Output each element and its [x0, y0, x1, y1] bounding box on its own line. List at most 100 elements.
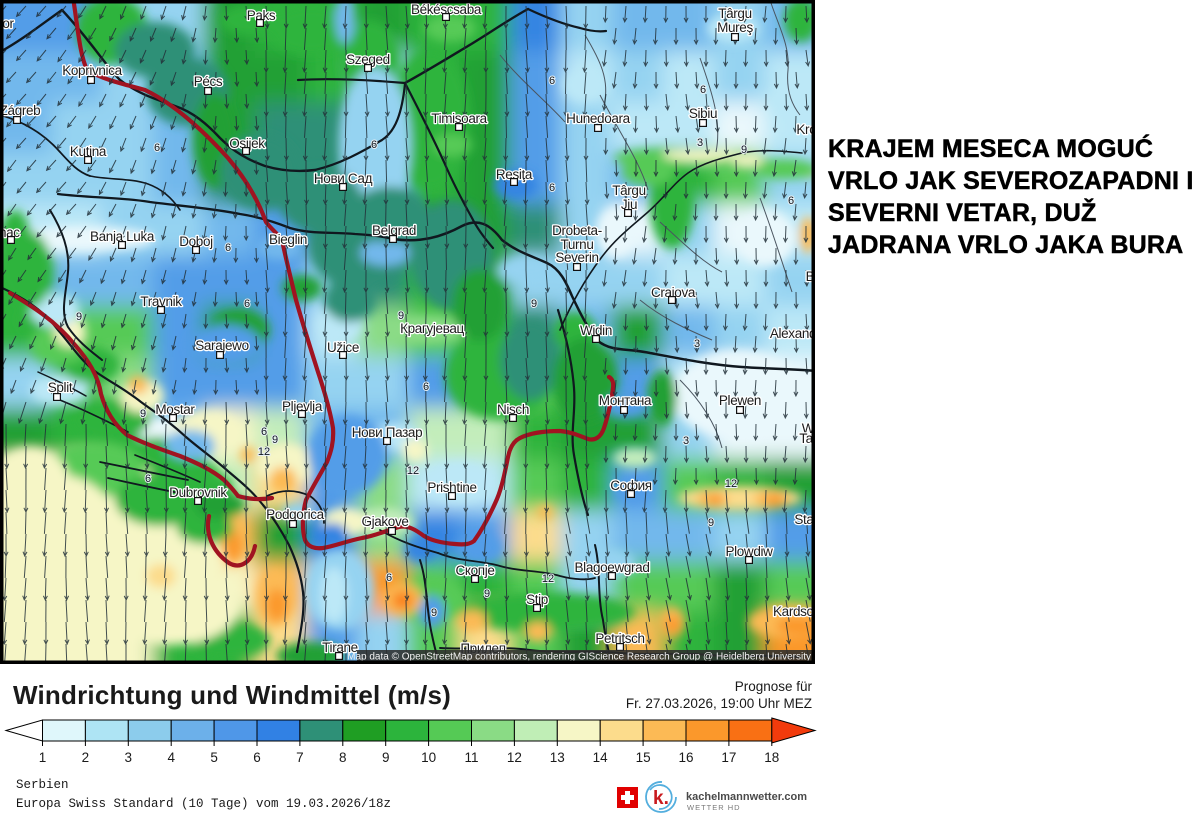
svg-text:9: 9: [531, 298, 537, 310]
svg-text:B: B: [806, 269, 815, 284]
svg-text:Nisch: Nisch: [497, 402, 529, 417]
svg-text:6: 6: [700, 84, 706, 96]
svg-text:14: 14: [593, 750, 609, 765]
svg-text:Podgorica: Podgorica: [266, 507, 324, 522]
svg-text:Paks: Paks: [247, 8, 276, 23]
svg-text:Petritsch: Petritsch: [595, 631, 644, 646]
svg-text:kachelmannwetter.com: kachelmannwetter.com: [686, 791, 807, 803]
svg-text:Koprivnica: Koprivnica: [62, 63, 122, 78]
svg-text:София: София: [610, 478, 652, 493]
svg-text:Dubrovnik: Dubrovnik: [169, 485, 227, 500]
svg-text:15: 15: [636, 750, 651, 765]
svg-text:6: 6: [423, 381, 429, 393]
svg-text:Windrichtung und Windmittel (m: Windrichtung und Windmittel (m/s): [13, 680, 451, 710]
svg-text:or: or: [2, 16, 14, 31]
svg-text:3: 3: [125, 750, 133, 765]
svg-text:6: 6: [371, 139, 377, 151]
svg-text:6: 6: [549, 182, 555, 194]
svg-text:Serbien: Serbien: [16, 778, 69, 792]
svg-text:Reşiţa: Reşiţa: [496, 167, 533, 182]
svg-text:Blagoewgrad: Blagoewgrad: [575, 560, 650, 575]
svg-text:Osijek: Osijek: [229, 136, 265, 151]
svg-text:Pécs: Pécs: [194, 74, 223, 89]
svg-text:Plowdiw: Plowdiw: [725, 544, 773, 559]
svg-text:9: 9: [398, 310, 404, 322]
svg-text:11: 11: [464, 750, 478, 765]
svg-text:Prishtine: Prishtine: [427, 480, 476, 495]
svg-text:Banja Luka: Banja Luka: [90, 229, 155, 244]
svg-text:16: 16: [678, 750, 693, 765]
svg-text:Split: Split: [48, 380, 73, 395]
svg-text:Крагујевац: Крагујевац: [400, 321, 464, 336]
svg-text:Belgrad: Belgrad: [372, 223, 416, 238]
svg-text:Užice: Užice: [327, 340, 359, 355]
svg-text:9: 9: [708, 517, 714, 529]
svg-text:k.: k.: [653, 788, 669, 809]
svg-text:6: 6: [261, 426, 267, 438]
svg-text:Mureş: Mureş: [717, 20, 753, 35]
svg-text:18: 18: [764, 750, 779, 765]
svg-text:Stip: Stip: [526, 592, 548, 607]
svg-text:6: 6: [549, 75, 555, 87]
svg-text:12: 12: [507, 750, 522, 765]
svg-text:12: 12: [725, 478, 737, 490]
svg-text:6: 6: [253, 750, 261, 765]
svg-text:Нови Пазар: Нови Пазар: [352, 425, 423, 440]
svg-text:Star: Star: [794, 512, 815, 527]
svg-text:6: 6: [145, 473, 151, 485]
svg-text:8: 8: [339, 750, 347, 765]
svg-text:9: 9: [741, 144, 747, 156]
svg-text:Sibiu: Sibiu: [689, 106, 717, 121]
svg-text:Gjakove: Gjakove: [361, 514, 408, 529]
svg-text:Kutina: Kutina: [70, 144, 107, 159]
svg-text:Alexand: Alexand: [770, 326, 815, 341]
svg-text:Turnu: Turnu: [560, 237, 593, 252]
svg-text:Doboj: Doboj: [179, 234, 213, 249]
svg-text:Скопје: Скопје: [455, 563, 494, 578]
svg-text:6: 6: [788, 195, 794, 207]
svg-text:9: 9: [76, 311, 82, 323]
svg-text:6: 6: [386, 572, 392, 584]
svg-text:1: 1: [39, 750, 47, 765]
svg-text:Travnik: Travnik: [140, 294, 182, 309]
svg-text:3: 3: [694, 338, 700, 350]
svg-text:10: 10: [421, 750, 436, 765]
svg-text:6: 6: [225, 242, 231, 254]
svg-text:Bieglin: Bieglin: [269, 232, 307, 247]
svg-text:Монтана: Монтана: [599, 393, 652, 408]
svg-text:Europa Swiss Standard (10 Tage: Europa Swiss Standard (10 Tage) vom 19.0…: [16, 797, 391, 811]
svg-text:Widin: Widin: [580, 323, 612, 338]
svg-text:Timişoara: Timişoara: [431, 111, 487, 126]
svg-text:17: 17: [721, 750, 736, 765]
svg-text:7: 7: [296, 750, 304, 765]
svg-text:4: 4: [167, 750, 175, 765]
svg-text:Zágreb: Zágreb: [0, 103, 40, 118]
svg-text:Hunedoara: Hunedoara: [566, 111, 630, 126]
svg-text:Map data © OpenStreetMap contr: Map data © OpenStreetMap contributors, r…: [347, 652, 811, 663]
svg-text:3: 3: [697, 137, 703, 149]
svg-text:9: 9: [272, 434, 278, 446]
svg-text:Krc: Krc: [796, 122, 815, 137]
svg-text:Fr. 27.03.2026, 19:00 Uhr MEZ: Fr. 27.03.2026, 19:00 Uhr MEZ: [626, 696, 812, 711]
svg-text:Szeged: Szeged: [346, 52, 390, 67]
svg-text:Нови Сад: Нови Сад: [314, 171, 373, 186]
svg-text:Tirane: Tirane: [322, 640, 358, 655]
svg-text:2: 2: [82, 750, 90, 765]
svg-text:Sarajewo: Sarajewo: [195, 338, 248, 353]
svg-text:Mostar: Mostar: [155, 402, 195, 417]
svg-text:13: 13: [550, 750, 565, 765]
svg-text:Craiova: Craiova: [651, 285, 696, 300]
svg-text:Severin: Severin: [555, 250, 598, 265]
svg-text:WETTER HD: WETTER HD: [687, 803, 741, 812]
svg-text:9: 9: [431, 607, 437, 619]
svg-text:9: 9: [140, 408, 146, 420]
svg-text:Jiu: Jiu: [621, 197, 637, 212]
svg-text:6: 6: [244, 298, 250, 310]
svg-text:5: 5: [210, 750, 218, 765]
svg-text:Târgu: Târgu: [612, 183, 646, 198]
svg-text:Ta: Ta: [799, 431, 813, 446]
svg-text:Drobeta-: Drobeta-: [552, 223, 602, 238]
svg-text:9: 9: [484, 588, 490, 600]
svg-text:Prognose für: Prognose für: [735, 679, 813, 694]
svg-text:ihac: ihac: [0, 225, 20, 240]
